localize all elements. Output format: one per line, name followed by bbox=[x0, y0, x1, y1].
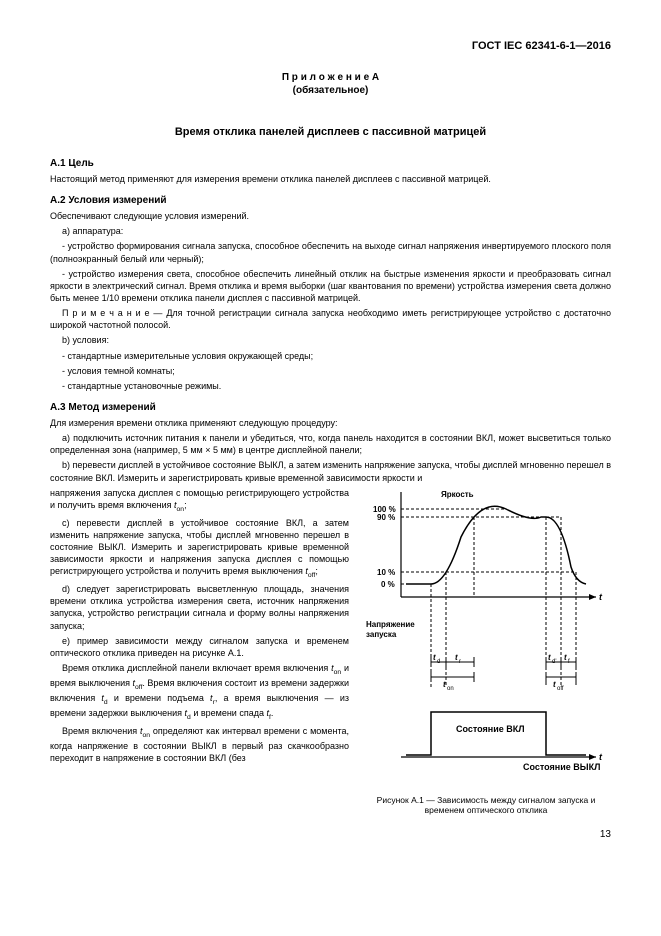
a2-p4: - устройство измерения света, способное … bbox=[50, 268, 611, 304]
brightness-label: Яркость bbox=[441, 490, 474, 499]
lc-p2: c) перевести дисплей в устойчивое состоя… bbox=[50, 517, 349, 580]
svg-text:t: t bbox=[553, 680, 556, 689]
svg-text:t: t bbox=[599, 752, 603, 762]
page-container: ГОСТ IEC 62341-6-1—2016 П р и л о ж е н … bbox=[0, 0, 661, 870]
a3-p1: Для измерения времени отклика применяют … bbox=[50, 417, 611, 429]
right-column: Яркость 100 % 90 % 10 % 0 % bbox=[361, 487, 611, 815]
lc-p5: Время отклика дисплейной панели включает… bbox=[50, 662, 349, 722]
svg-text:Напряжение: Напряжение bbox=[366, 620, 415, 629]
main-title: Время отклика панелей дисплеев с пассивн… bbox=[50, 126, 611, 138]
a2-p7: - условия темной комнаты; bbox=[50, 365, 611, 377]
section-a2-title: А.2 Условия измерений bbox=[50, 195, 611, 206]
a3-p2: a) подключить источник питания к панели … bbox=[50, 432, 611, 456]
svg-text:d: d bbox=[437, 659, 440, 665]
section-a3-title: А.3 Метод измерений bbox=[50, 402, 611, 413]
two-column-layout: напряжения запуска дисплея с помощью рег… bbox=[50, 487, 611, 815]
a2-p1: Обеспечивают следующие условия измерений… bbox=[50, 210, 611, 222]
svg-text:on: on bbox=[447, 686, 454, 692]
response-chart: Яркость 100 % 90 % 10 % 0 % bbox=[361, 487, 611, 787]
svg-text:t: t bbox=[433, 653, 436, 662]
figure-caption: Рисунок А.1 — Зависимость между сигналом… bbox=[361, 795, 611, 815]
page-number: 13 bbox=[50, 829, 611, 840]
section-a1-title: А.1 Цель bbox=[50, 158, 611, 169]
svg-text:t: t bbox=[443, 680, 446, 689]
a3-p3: b) перевести дисплей в устойчивое состоя… bbox=[50, 459, 611, 483]
figure-a1: Яркость 100 % 90 % 10 % 0 % bbox=[361, 487, 611, 815]
svg-text:10 %: 10 % bbox=[377, 568, 395, 577]
a1-p1: Настоящий метод применяют для измерения … bbox=[50, 173, 611, 185]
svg-text:r: r bbox=[459, 659, 461, 665]
a2-note: П р и м е ч а н и е — Для точной регистр… bbox=[50, 307, 611, 331]
svg-text:t: t bbox=[564, 653, 567, 662]
svg-text:t: t bbox=[455, 653, 458, 662]
lc-p3: d) следует зарегистрировать высветленную… bbox=[50, 583, 349, 632]
svg-text:off: off bbox=[557, 686, 564, 692]
svg-text:d': d' bbox=[552, 659, 556, 665]
a2-p3: - устройство формирования сигнала запуск… bbox=[50, 240, 611, 264]
svg-text:0 %: 0 % bbox=[381, 580, 395, 589]
a2-p5: b) условия: bbox=[50, 334, 611, 346]
svg-text:90 %: 90 % bbox=[377, 513, 395, 522]
document-header: ГОСТ IEC 62341-6-1—2016 bbox=[50, 40, 611, 52]
svg-text:t: t bbox=[548, 653, 551, 662]
svg-text:t: t bbox=[599, 592, 603, 602]
lc-p1: напряжения запуска дисплея с помощью рег… bbox=[50, 487, 349, 514]
lc-p4: e) пример зависимости между сигналом зап… bbox=[50, 635, 349, 659]
left-column: напряжения запуска дисплея с помощью рег… bbox=[50, 487, 349, 815]
appendix-sublabel: (обязательное) bbox=[50, 85, 611, 96]
appendix-label: П р и л о ж е н и е А bbox=[50, 72, 611, 83]
a2-p8: - стандартные установочные режимы. bbox=[50, 380, 611, 392]
svg-text:Состояние ВКЛ: Состояние ВКЛ bbox=[456, 724, 525, 734]
a2-p2: a) аппаратура: bbox=[50, 225, 611, 237]
a2-p6: - стандартные измерительные условия окру… bbox=[50, 350, 611, 362]
svg-text:запуска: запуска bbox=[366, 630, 397, 639]
lc-p6: Время включения ton определяют как интер… bbox=[50, 725, 349, 764]
svg-text:Состояние ВЫКЛ: Состояние ВЫКЛ bbox=[523, 762, 600, 772]
